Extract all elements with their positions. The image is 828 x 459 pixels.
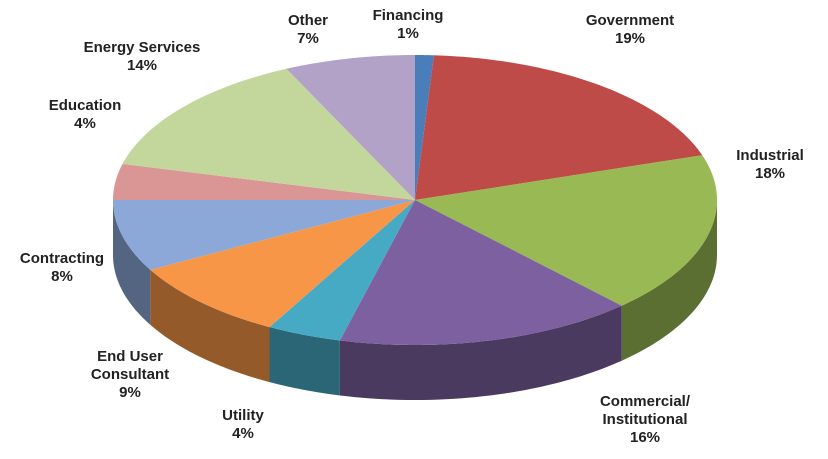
category-label: Energy Services xyxy=(83,39,201,56)
slice xyxy=(339,200,622,345)
slice-label: Industrial 18% xyxy=(736,147,804,183)
slice xyxy=(269,200,415,341)
value-label: 14% xyxy=(126,57,158,74)
slice xyxy=(150,200,415,328)
category-label: Education xyxy=(48,97,122,114)
slice-side xyxy=(269,327,340,396)
category-label: Financing xyxy=(372,7,444,24)
slice-label: Financing 1% xyxy=(373,7,444,43)
value-label: 19% xyxy=(614,30,646,47)
slice-label: End User Consultant 9% xyxy=(91,348,169,402)
slice-label: Government 19% xyxy=(586,12,674,48)
slice xyxy=(113,163,415,200)
category-label: Utility xyxy=(222,407,264,424)
slice-side xyxy=(339,305,622,400)
slice-label: Commercial/ Institutional 16% xyxy=(600,393,690,447)
category-label: End User Consultant xyxy=(90,348,170,383)
slice xyxy=(415,55,703,200)
value-label: 8% xyxy=(51,268,73,285)
value-label: 7% xyxy=(297,30,319,47)
category-label: Industrial xyxy=(736,147,804,164)
slice-label: Utility 4% xyxy=(222,407,264,443)
slice xyxy=(415,55,434,200)
slice-label: Other 7% xyxy=(288,12,328,48)
slice-side xyxy=(621,200,717,361)
value-label: 4% xyxy=(232,425,254,442)
category-label: Contracting xyxy=(19,250,105,267)
slice xyxy=(415,155,717,306)
slice xyxy=(113,200,415,270)
value-label: 9% xyxy=(119,384,141,401)
value-label: 4% xyxy=(74,115,96,132)
value-label: 18% xyxy=(754,165,786,182)
slice xyxy=(122,68,415,200)
category-label: Government xyxy=(585,12,675,29)
slice-side xyxy=(150,269,270,383)
slice-label: Contracting 8% xyxy=(20,250,104,286)
slice-label: Education 4% xyxy=(49,97,122,133)
slice-side xyxy=(113,200,151,325)
slice xyxy=(286,55,415,200)
category-label: Other xyxy=(287,12,329,29)
value-label: 1% xyxy=(397,25,419,42)
value-label: 16% xyxy=(629,429,661,446)
category-label: Commercial/ Institutional xyxy=(599,393,691,428)
slice-label: Energy Services 14% xyxy=(84,39,201,75)
